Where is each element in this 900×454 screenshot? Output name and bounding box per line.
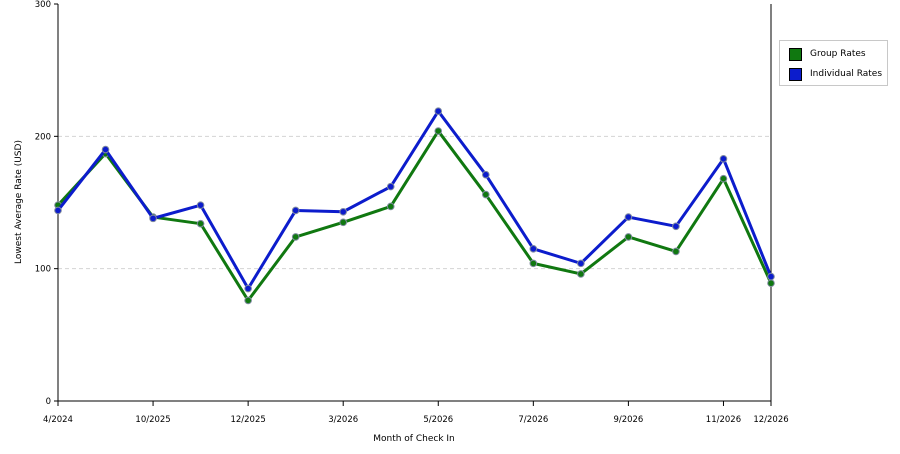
- data-point-group-rates-15: [767, 279, 775, 288]
- data-point-individual-rates-6: [339, 207, 348, 216]
- series-line-group-rates: [56, 129, 773, 302]
- data-point-group-rates-3: [196, 219, 205, 228]
- x-tick-label-2: 10/2025: [135, 415, 170, 425]
- x-tick-label-14: 11/2026: [706, 415, 741, 425]
- data-point-individual-rates-12: [624, 213, 633, 221]
- series-layer: [54, 107, 775, 305]
- legend-label-group-rates: Group Rates: [810, 49, 866, 59]
- data-point-individual-rates-14: [719, 155, 728, 163]
- data-point-individual-rates-11: [577, 259, 585, 268]
- data-point-group-rates-14: [719, 174, 728, 183]
- y-axis-title: Lowest Average Rate (USD): [14, 140, 24, 264]
- legend-item-individual-rates: Individual Rates: [789, 67, 882, 81]
- data-point-individual-rates-13: [672, 222, 680, 231]
- x-tick-label-15: 12/2026: [753, 415, 788, 425]
- data-point-individual-rates-4: [244, 284, 252, 293]
- data-point-group-rates-7: [386, 202, 395, 211]
- data-point-individual-rates-2: [149, 214, 157, 223]
- x-tick-label-0: 4/2024: [43, 415, 73, 425]
- data-point-individual-rates-8: [434, 107, 443, 115]
- data-point-group-rates-5: [291, 233, 300, 241]
- data-point-individual-rates-3: [196, 201, 205, 209]
- data-point-group-rates-6: [339, 218, 348, 227]
- data-point-group-rates-11: [577, 270, 585, 278]
- axis-layer: 0 100 200 300 4/2024 10/2025 12/2025 3/2026 5/20…: [35, 0, 789, 425]
- data-point-group-rates-13: [672, 247, 680, 256]
- series-line-individual-rates: [56, 109, 773, 291]
- x-tick-label-12: 9/2026: [613, 415, 643, 425]
- x-tick-label-8: 5/2026: [423, 415, 453, 425]
- x-axis-title: Month of Check In: [373, 434, 455, 444]
- data-point-group-rates-12: [624, 233, 633, 241]
- data-point-group-rates-8: [434, 127, 443, 135]
- legend-swatch-group-rates: [789, 47, 802, 61]
- data-point-individual-rates-1: [101, 145, 110, 154]
- data-point-individual-rates-9: [482, 170, 490, 179]
- data-point-group-rates-10: [529, 259, 538, 268]
- x-tick-label-4: 12/2025: [230, 415, 265, 425]
- y-tick-label-100: 100: [35, 265, 51, 275]
- data-point-individual-rates-7: [386, 182, 395, 191]
- y-tick-label-300: 300: [35, 0, 51, 10]
- data-point-individual-rates-5: [291, 206, 300, 215]
- y-tick-label-200: 200: [35, 132, 51, 142]
- legend-swatch-individual-rates: [789, 67, 802, 81]
- legend: Group Rates Individual Rates: [779, 40, 888, 86]
- data-point-group-rates-9: [482, 190, 490, 199]
- data-point-individual-rates-0: [54, 206, 62, 215]
- data-point-group-rates-4: [244, 296, 252, 305]
- legend-item-group-rates: Group Rates: [789, 47, 866, 61]
- legend-label-individual-rates: Individual Rates: [810, 69, 883, 79]
- x-tick-label-6: 3/2026: [328, 415, 358, 425]
- data-point-individual-rates-10: [529, 245, 538, 253]
- data-point-individual-rates-15: [767, 272, 775, 281]
- y-tick-label-0: 0: [46, 397, 51, 407]
- x-tick-label-10: 7/2026: [518, 415, 548, 425]
